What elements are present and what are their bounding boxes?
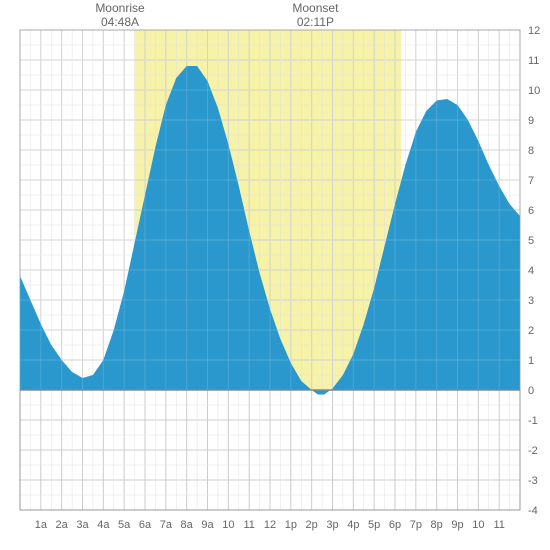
y-tick-label: -2 <box>528 445 538 457</box>
y-tick-label: 4 <box>528 265 534 277</box>
y-tick-label: 8 <box>528 145 534 157</box>
moonset-label: Moonset <box>292 1 339 15</box>
y-tick-label: 1 <box>528 355 534 367</box>
x-tick-label: 7p <box>410 519 422 531</box>
y-tick-label: 3 <box>528 295 534 307</box>
moonrise-time: 04:48A <box>101 15 139 29</box>
moonset-time: 02:11P <box>297 15 334 29</box>
x-tick-label: 2p <box>306 519 318 531</box>
x-tick-label: 7a <box>160 519 173 531</box>
y-tick-label: 2 <box>528 325 534 337</box>
x-tick-label: 8a <box>181 519 194 531</box>
x-tick-label: 9a <box>201 519 214 531</box>
y-tick-label: -3 <box>528 475 538 487</box>
x-tick-label: 3p <box>326 519 338 531</box>
y-tick-label: 9 <box>528 115 534 127</box>
tide-chart: -4-3-2-101234567891011121a2a3a4a5a6a7a8a… <box>0 0 550 550</box>
x-tick-label: 8p <box>431 519 443 531</box>
x-tick-label: 11 <box>493 519 504 531</box>
x-tick-label: 3a <box>76 519 89 531</box>
y-tick-label: -4 <box>528 505 538 517</box>
chart-svg: -4-3-2-101234567891011121a2a3a4a5a6a7a8a… <box>0 0 550 550</box>
y-tick-label: 0 <box>528 385 534 397</box>
x-tick-label: 11 <box>243 519 254 531</box>
x-tick-label: 1p <box>285 519 297 531</box>
x-tick-label: 12 <box>264 519 276 531</box>
moonrise-label: Moonrise <box>95 1 145 15</box>
x-tick-label: 4a <box>97 519 110 531</box>
y-tick-label: 6 <box>528 205 534 217</box>
x-tick-label: 2a <box>56 519 69 531</box>
x-tick-label: 10 <box>222 519 234 531</box>
y-tick-label: 12 <box>528 25 540 37</box>
y-tick-label: 5 <box>528 235 534 247</box>
x-tick-label: 6a <box>139 519 152 531</box>
y-tick-label: 11 <box>528 55 539 67</box>
x-tick-label: 1a <box>35 519 48 531</box>
y-tick-label: 10 <box>528 85 540 97</box>
x-tick-label: 5a <box>118 519 131 531</box>
x-tick-label: 9p <box>451 519 463 531</box>
x-tick-label: 6p <box>389 519 401 531</box>
x-tick-label: 10 <box>472 519 484 531</box>
y-tick-label: 7 <box>528 175 534 187</box>
y-tick-label: -1 <box>528 415 538 427</box>
x-tick-label: 4p <box>347 519 359 531</box>
x-tick-label: 5p <box>368 519 380 531</box>
